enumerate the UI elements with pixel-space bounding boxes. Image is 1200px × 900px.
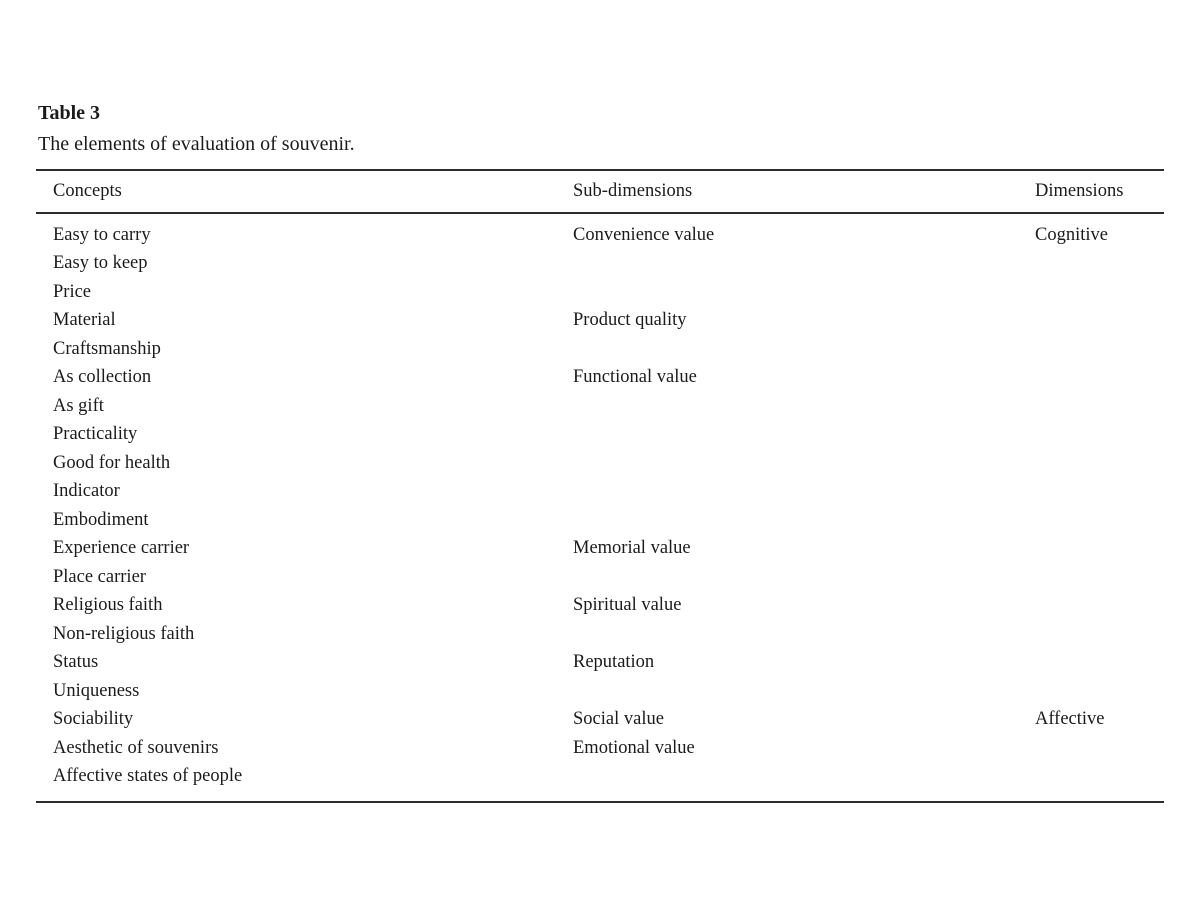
sub-dimension-cell	[556, 392, 1018, 421]
sub-dimension-cell: Spiritual value	[573, 595, 682, 616]
paper-table-figure: Table 3 The elements of evaluation of so…	[36, 100, 1164, 803]
column-header-dimensions: Dimensions	[1035, 181, 1124, 201]
table-row: Place carrier	[36, 563, 1164, 592]
dimension-cell	[1018, 421, 1164, 450]
concept-cell: Practicality	[53, 424, 138, 445]
sub-dimension-cell	[556, 250, 1018, 279]
column-header-sub-dimensions: Sub-dimensions	[573, 181, 693, 201]
sub-dimension-cell: Product quality	[573, 310, 687, 331]
concept-cell: Religious faith	[53, 595, 163, 616]
concept-cell: Affective states of people	[53, 766, 243, 787]
sub-dimension-cell	[556, 563, 1018, 592]
dimension-cell	[1018, 364, 1164, 393]
concept-cell: Embodiment	[53, 509, 149, 530]
dimension-cell	[1018, 449, 1164, 478]
table-row: Sociability Social value Affective	[36, 706, 1164, 735]
sub-dimension-cell: Social value	[573, 709, 664, 730]
sub-dimension-cell	[556, 335, 1018, 364]
sub-dimension-cell	[556, 763, 1018, 803]
sub-dimension-cell: Reputation	[573, 652, 655, 673]
sub-dimension-cell: Memorial value	[573, 538, 691, 559]
concept-cell: Status	[53, 652, 99, 673]
dimension-cell: Affective	[1035, 709, 1105, 730]
table-row: Religious faith Spiritual value	[36, 592, 1164, 621]
sub-dimension-cell: Functional value	[573, 367, 697, 388]
concept-cell: Craftsmanship	[53, 338, 161, 359]
dimension-cell	[1018, 620, 1164, 649]
table-row: Aesthetic of souvenirs Emotional value	[36, 734, 1164, 763]
dimension-cell	[1018, 677, 1164, 706]
concept-cell: As gift	[53, 395, 104, 416]
table-body: Easy to carry Convenience value Cognitiv…	[36, 213, 1164, 802]
table-row: Embodiment	[36, 506, 1164, 535]
concept-cell: Material	[53, 310, 116, 331]
dimension-cell	[1018, 278, 1164, 307]
sub-dimension-cell	[556, 620, 1018, 649]
sub-dimension-cell	[556, 677, 1018, 706]
dimension-cell	[1018, 250, 1164, 279]
concept-cell: Easy to keep	[53, 253, 148, 274]
concept-cell: Easy to carry	[53, 224, 151, 245]
column-header-concepts: Concepts	[53, 181, 122, 201]
dimension-cell: Cognitive	[1035, 224, 1108, 245]
concept-cell: Good for health	[53, 452, 171, 473]
dimension-cell	[1018, 649, 1164, 678]
concept-cell: Uniqueness	[53, 680, 140, 701]
dimension-cell	[1018, 734, 1164, 763]
dimension-cell	[1018, 506, 1164, 535]
dimension-cell	[1018, 592, 1164, 621]
dimension-cell	[1018, 392, 1164, 421]
concept-cell: Sociability	[53, 709, 134, 730]
table-row: Affective states of people	[36, 763, 1164, 803]
table-row: As gift	[36, 392, 1164, 421]
sub-dimension-cell: Convenience value	[573, 224, 715, 245]
table-header-row: Concepts Sub-dimensions Dimensions	[36, 170, 1164, 213]
concept-cell: As collection	[53, 367, 152, 388]
table-row: Easy to keep	[36, 250, 1164, 279]
concept-cell: Aesthetic of souvenirs	[53, 737, 219, 758]
table-row: Good for health	[36, 449, 1164, 478]
table-row: Experience carrier Memorial value	[36, 535, 1164, 564]
dimension-cell	[1018, 307, 1164, 336]
table-row: Craftsmanship	[36, 335, 1164, 364]
dimension-cell	[1018, 563, 1164, 592]
table-row: As collection Functional value	[36, 364, 1164, 393]
table-row: Material Product quality	[36, 307, 1164, 336]
table-header: Concepts Sub-dimensions Dimensions	[36, 170, 1164, 213]
table-row: Status Reputation	[36, 649, 1164, 678]
concept-cell: Place carrier	[53, 566, 146, 587]
table-label: Table 3	[38, 102, 101, 124]
sub-dimension-cell	[556, 449, 1018, 478]
sub-dimension-cell	[556, 278, 1018, 307]
sub-dimension-cell	[556, 478, 1018, 507]
table-row: Indicator	[36, 478, 1164, 507]
table-row: Uniqueness	[36, 677, 1164, 706]
concept-cell: Indicator	[53, 481, 120, 502]
concept-cell: Price	[53, 281, 92, 302]
dimension-cell	[1018, 763, 1164, 803]
concept-cell: Experience carrier	[53, 538, 190, 559]
dimension-cell	[1018, 535, 1164, 564]
table-row: Non-religious faith	[36, 620, 1164, 649]
dimension-cell	[1018, 335, 1164, 364]
evaluation-elements-table: Concepts Sub-dimensions Dimensions Easy …	[36, 169, 1164, 803]
sub-dimension-cell: Emotional value	[573, 737, 695, 758]
sub-dimension-cell	[556, 421, 1018, 450]
sub-dimension-cell	[556, 506, 1018, 535]
table-caption: The elements of evaluation of souvenir.	[38, 133, 355, 155]
dimension-cell	[1018, 478, 1164, 507]
concept-cell: Non-religious faith	[53, 623, 195, 644]
table-row: Easy to carry Convenience value Cognitiv…	[36, 213, 1164, 250]
table-row: Practicality	[36, 421, 1164, 450]
table-row: Price	[36, 278, 1164, 307]
